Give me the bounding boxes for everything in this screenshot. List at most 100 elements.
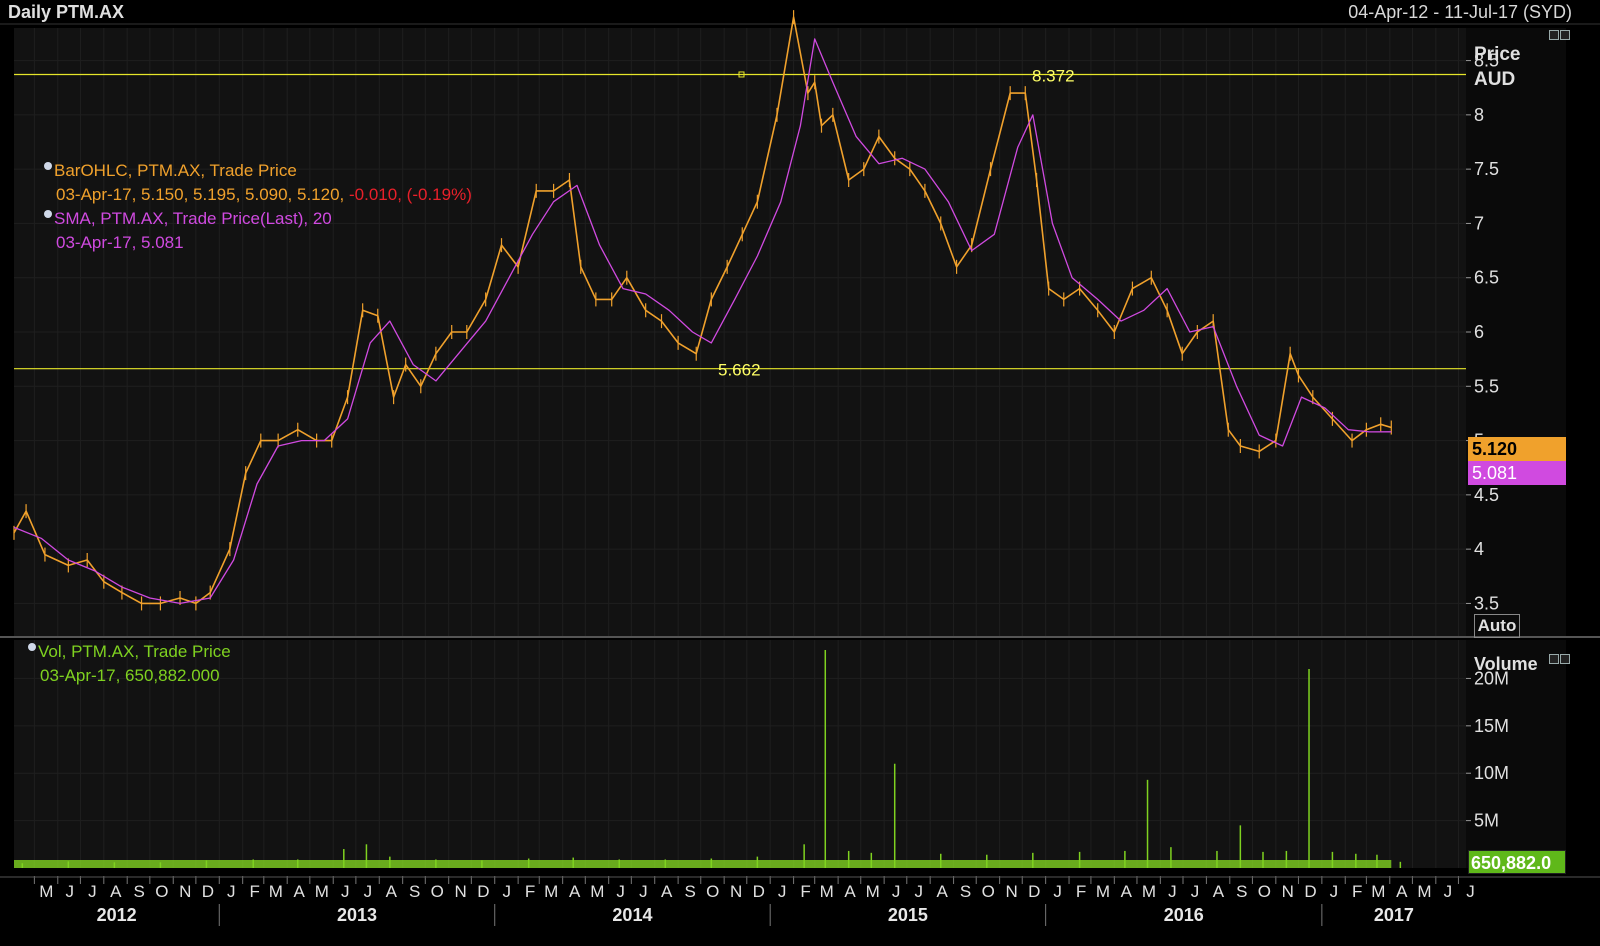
price-series-line xyxy=(13,16,1392,605)
month-tick-label: A xyxy=(294,882,306,901)
month-tick-label: N xyxy=(1282,882,1294,901)
month-tick-label: J xyxy=(66,882,75,901)
month-tick-label: A xyxy=(386,882,398,901)
legend-dot-icon[interactable] xyxy=(44,210,52,218)
price-tick-label: 4 xyxy=(1474,539,1484,559)
year-tick-label: 2014 xyxy=(612,905,652,925)
month-tick-label: D xyxy=(477,882,489,901)
month-tick-label: M xyxy=(1371,882,1385,901)
month-tick-label: J xyxy=(88,882,97,901)
month-tick-label: O xyxy=(706,882,719,901)
month-tick-label: M xyxy=(544,882,558,901)
month-tick-label: J xyxy=(341,882,350,901)
restore-icon[interactable] xyxy=(1549,30,1559,40)
month-tick-label: A xyxy=(1396,882,1408,901)
price-axis-title-line2: AUD xyxy=(1474,69,1516,90)
month-tick-label: M xyxy=(1417,882,1431,901)
volume-tick-label: 20M xyxy=(1474,668,1509,688)
ohlc-legend-change: -0.010, (-0.19%) xyxy=(349,185,472,204)
volume-axis-area xyxy=(1466,640,1566,868)
month-tick-label: J xyxy=(616,882,625,901)
month-tick-label: J xyxy=(1191,882,1200,901)
month-tick-label: M xyxy=(1142,882,1156,901)
month-tick-label: J xyxy=(364,882,373,901)
last-volume-tag: 650,882.0 xyxy=(1468,850,1566,874)
legend-dot-icon[interactable] xyxy=(28,643,36,651)
month-tick-label: J xyxy=(227,882,236,901)
sma-series-line xyxy=(13,38,1392,605)
price-axis-title-line1: Price xyxy=(1474,44,1521,65)
month-tick-label: M xyxy=(820,882,834,901)
sma-legend-title: SMA, PTM.AX, Trade Price(Last), 20 xyxy=(54,209,332,228)
month-tick-label: M xyxy=(269,882,283,901)
month-tick-label: J xyxy=(1053,882,1062,901)
volume-legend: Vol, PTM.AX, Trade Price 03-Apr-17, 650,… xyxy=(28,640,231,688)
volume-tick-label: 5M xyxy=(1474,811,1499,831)
month-tick-label: M xyxy=(590,882,604,901)
ohlc-legend-values: 03-Apr-17, 5.150, 5.195, 5.090, 5.120, xyxy=(56,185,345,204)
month-tick-label: O xyxy=(1258,882,1271,901)
month-tick-label: S xyxy=(409,882,420,901)
month-tick-label: J xyxy=(778,882,787,901)
month-tick-label: J xyxy=(1444,882,1453,901)
price-legend: BarOHLC, PTM.AX, Trade Price 03-Apr-17, … xyxy=(44,159,472,255)
month-tick-label: F xyxy=(1076,882,1086,901)
month-tick-label: F xyxy=(525,882,535,901)
volume-restore-icon[interactable] xyxy=(1549,654,1559,664)
line-handle xyxy=(738,71,745,78)
volume-legend-value: 03-Apr-17, 650,882.000 xyxy=(40,666,220,685)
month-tick-label: O xyxy=(431,882,444,901)
month-tick-label: J xyxy=(502,882,511,901)
volume-baseline xyxy=(14,860,1392,868)
month-tick-label: S xyxy=(1236,882,1247,901)
price-tick-label: 7 xyxy=(1474,213,1484,233)
month-tick-label: J xyxy=(915,882,924,901)
year-tick-label: 2013 xyxy=(337,905,377,925)
month-tick-label: J xyxy=(1330,882,1339,901)
month-tick-label: J xyxy=(639,882,648,901)
price-tick-label: 7.5 xyxy=(1474,159,1499,179)
month-tick-label: J xyxy=(1466,882,1475,901)
month-tick-label: F xyxy=(249,882,259,901)
month-tick-label: N xyxy=(455,882,467,901)
price-tick-label: 3.5 xyxy=(1474,593,1499,613)
month-tick-label: D xyxy=(1028,882,1040,901)
close-icon[interactable] xyxy=(1560,30,1570,40)
volume-axis-title: Volume xyxy=(1474,654,1538,674)
year-tick-label: 2016 xyxy=(1164,905,1204,925)
year-tick-label: 2012 xyxy=(97,905,137,925)
month-tick-label: D xyxy=(753,882,765,901)
month-tick-label: D xyxy=(202,882,214,901)
volume-legend-title: Vol, PTM.AX, Trade Price xyxy=(38,642,231,661)
ohlc-legend-title: BarOHLC, PTM.AX, Trade Price xyxy=(54,161,297,180)
price-tick-label: 8.5 xyxy=(1474,51,1499,71)
price-tick-label: 6 xyxy=(1474,322,1484,342)
month-tick-label: S xyxy=(960,882,971,901)
volume-plot-area xyxy=(14,640,1466,868)
last-price-tag: 5.120 xyxy=(1468,437,1566,461)
month-tick-label: N xyxy=(179,882,191,901)
month-tick-label: M xyxy=(315,882,329,901)
month-tick-label: M xyxy=(1096,882,1110,901)
month-tick-label: J xyxy=(892,882,901,901)
month-tick-label: S xyxy=(134,882,145,901)
sma-legend-value: 03-Apr-17, 5.081 xyxy=(56,233,184,252)
volume-close-icon[interactable] xyxy=(1560,654,1570,664)
legend-dot-icon[interactable] xyxy=(44,162,52,170)
sma-price-tag: 5.081 xyxy=(1468,461,1566,485)
month-tick-label: A xyxy=(1213,882,1225,901)
month-tick-label: A xyxy=(1121,882,1133,901)
month-tick-label: A xyxy=(844,882,856,901)
horizontal-line-label: 5.662 xyxy=(718,361,761,380)
month-tick-label: O xyxy=(982,882,995,901)
price-axis-area xyxy=(1466,28,1566,636)
month-tick-label: F xyxy=(1352,882,1362,901)
month-tick-label: M xyxy=(39,882,53,901)
month-tick-label: N xyxy=(730,882,742,901)
month-tick-label: A xyxy=(110,882,122,901)
price-tick-label: 6.5 xyxy=(1474,268,1499,288)
auto-scale-button[interactable]: Auto xyxy=(1474,614,1520,638)
month-tick-label: J xyxy=(1168,882,1177,901)
year-tick-label: 2017 xyxy=(1374,905,1414,925)
